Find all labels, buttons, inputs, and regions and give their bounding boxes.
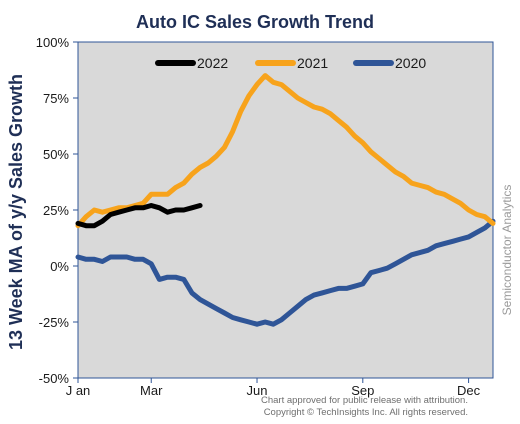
x-tick-label: Sep (351, 383, 374, 398)
y-tick-label: 0% (50, 259, 69, 274)
watermark-text: Semiconductor Analytics (500, 185, 514, 316)
series-line-2020 (75, 218, 496, 327)
y-axis-label: 13 Week MA of y/y Sales Growth (6, 74, 26, 350)
series-line-2022 (75, 203, 203, 229)
x-axis-ticks: J an Mar Jun Sep Dec (66, 378, 481, 398)
legend: 2022 2021 2020 (155, 55, 426, 71)
y-tick-label: 100% (36, 35, 70, 50)
credit-line-2: Copyright © TechInsights Inc. All rights… (264, 407, 468, 418)
y-tick-label: 25% (43, 203, 69, 218)
y-tick-label: 75% (43, 91, 69, 106)
credit-line-1: Chart approved for public release with a… (261, 395, 468, 406)
chart-title: Auto IC Sales Growth Trend (136, 12, 374, 32)
series-lines (75, 73, 496, 327)
legend-label-2021: 2021 (297, 55, 328, 71)
x-tick-label: Jun (247, 383, 268, 398)
legend-label-2020: 2020 (395, 55, 426, 71)
series-line-2021 (75, 73, 496, 229)
x-tick-label: Mar (140, 383, 163, 398)
x-tick-label: Dec (457, 383, 481, 398)
y-axis-ticks: 100% 75% 50% 25% 0% -25% -50% (36, 35, 78, 386)
legend-label-2022: 2022 (197, 55, 228, 71)
y-tick-label: -25% (39, 315, 70, 330)
plot-area (77, 41, 494, 379)
y-tick-label: 50% (43, 147, 69, 162)
x-tick-label: J an (66, 383, 91, 398)
y-tick-label: -50% (39, 371, 70, 386)
